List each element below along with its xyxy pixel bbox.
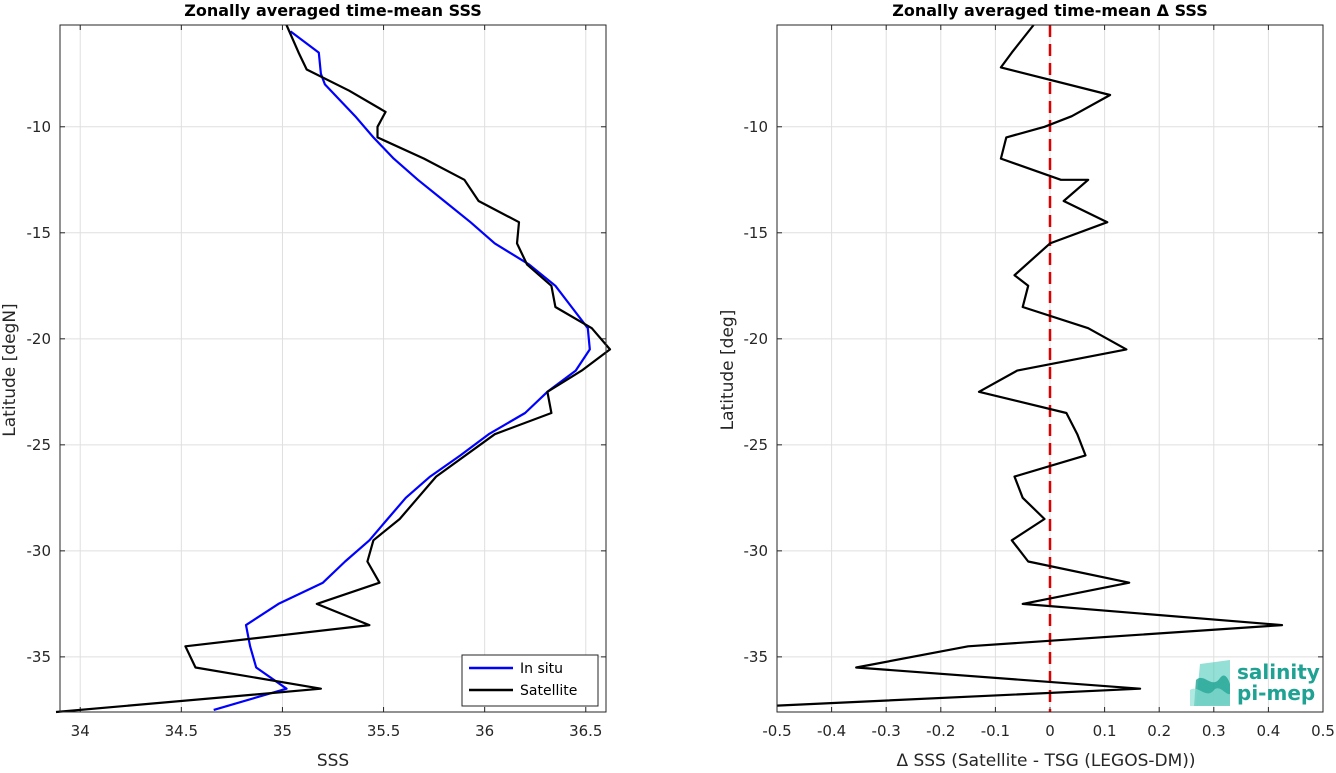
right-x-tick-label: -0.3 — [872, 722, 901, 740]
left-x-axis-label: SSS — [317, 751, 349, 769]
legend: In situ Satellite — [461, 654, 599, 707]
logo-line-1: salinity — [1237, 660, 1320, 684]
left-y-tick-label: -15 — [27, 224, 52, 242]
legend-box — [461, 654, 599, 707]
left-y-tick-label: -35 — [27, 648, 52, 666]
delta-sss-panel: Zonally averaged time-mean Δ SSS -0.5 -0.… — [718, 1, 1335, 771]
right-x-axis-label: Δ SSS (Satellite - TSG (LEGOS-DM)) — [896, 751, 1195, 769]
left-y-tick-label: -30 — [27, 542, 52, 560]
logo-line-2: pi-mep — [1237, 681, 1315, 705]
right-x-tick-label: -0.2 — [926, 722, 955, 740]
salinity-pi-mep-logo: salinity pi-mep — [1190, 660, 1320, 706]
left-x-tick-label: 34.5 — [165, 722, 198, 740]
left-chart-title: Zonally averaged time-mean SSS — [184, 1, 482, 20]
left-x-tick-label: 34 — [71, 722, 90, 740]
right-x-tick-label: 0 — [1045, 722, 1055, 740]
left-y-tick-label: -25 — [27, 436, 52, 454]
left-x-tick-label: 36.5 — [569, 722, 602, 740]
left-y-tick-label: -20 — [27, 330, 52, 348]
right-chart-title: Zonally averaged time-mean Δ SSS — [892, 1, 1208, 20]
right-x-tick-label: 0.4 — [1256, 722, 1280, 740]
right-axes-frame — [776, 24, 1324, 713]
right-y-tick-label: -35 — [744, 648, 769, 666]
right-y-axis-label: Latitude [deg] — [718, 310, 738, 431]
left-x-tick-label: 36 — [475, 722, 494, 740]
left-x-tick-label: 35.5 — [367, 722, 400, 740]
right-y-tick-label: -10 — [744, 118, 769, 136]
legend-satellite-label: Satellite — [520, 683, 577, 699]
right-x-tick-label: 0.2 — [1147, 722, 1171, 740]
left-series-in-situ-line — [213, 30, 591, 711]
right-x-tick-label: -0.5 — [762, 722, 791, 740]
sss-panel: Zonally averaged time-mean SSS 34 34.5 35 3… — [0, 1, 612, 771]
left-axes-frame — [59, 24, 607, 713]
right-x-tick-label: 0.3 — [1202, 722, 1226, 740]
right-x-tick-label: 0.1 — [1093, 722, 1117, 740]
left-x-tick-label: 35 — [273, 722, 292, 740]
right-y-tick-label: -25 — [744, 436, 769, 454]
right-y-tick-label: -30 — [744, 542, 769, 560]
right-x-tick-label: -0.1 — [981, 722, 1010, 740]
left-y-axis-label: Latitude [degN] — [0, 303, 20, 436]
left-y-tick-label: -10 — [27, 118, 52, 136]
right-x-tick-label: -0.4 — [817, 722, 846, 740]
right-y-tick-label: -15 — [744, 224, 769, 242]
right-x-tick-label: 0.5 — [1311, 722, 1335, 740]
right-y-tick-label: -20 — [744, 330, 769, 348]
left-series-satellite-line — [55, 24, 612, 714]
right-series-delta-sss-line — [776, 24, 1284, 707]
salinity-wave-icon — [1190, 660, 1230, 706]
legend-in-situ-label: In situ — [520, 661, 563, 677]
